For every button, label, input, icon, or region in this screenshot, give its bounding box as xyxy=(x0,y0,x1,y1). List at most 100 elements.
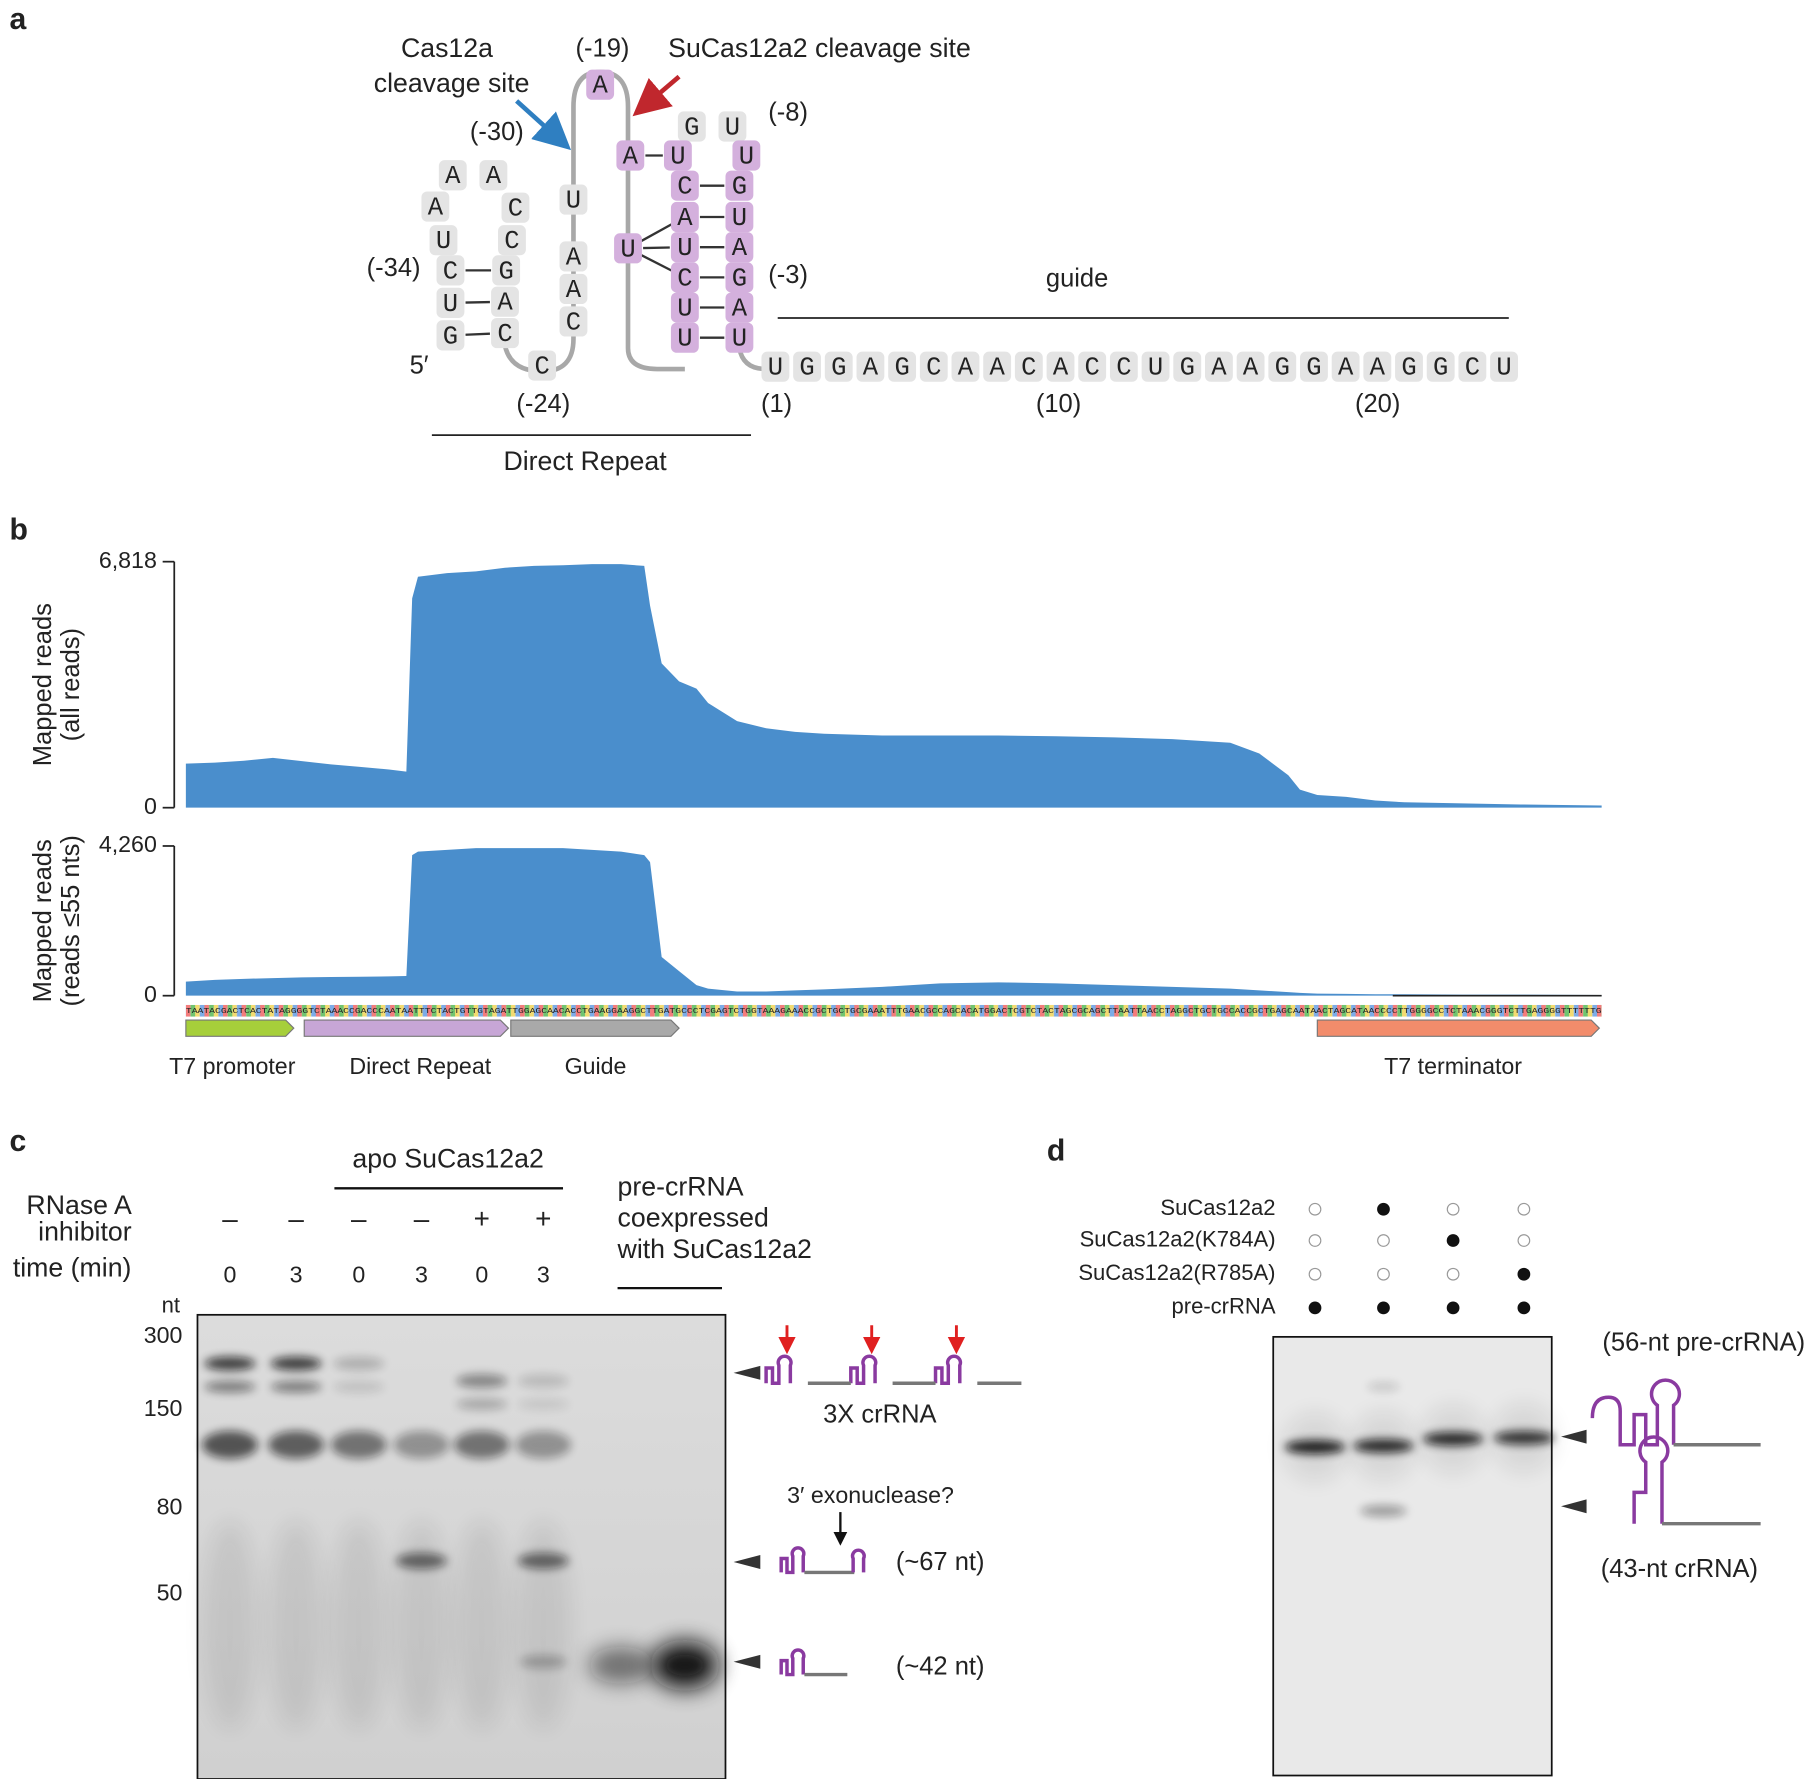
band-label: 3′ exonuclease? xyxy=(787,1482,954,1508)
nucleotide-box xyxy=(614,233,642,264)
nucleotide: C xyxy=(1085,354,1100,383)
inhibitor-sign: + xyxy=(474,1203,490,1234)
nucleotide: A xyxy=(677,204,693,233)
gel-band xyxy=(1420,1404,1486,1474)
nucleotide-box xyxy=(421,191,450,222)
crrna-icon xyxy=(933,1354,963,1386)
condition-label: SuCas12a2(K784A) xyxy=(1080,1226,1276,1251)
band-label: 3X crRNA xyxy=(823,1401,936,1429)
nucleotide-box xyxy=(1426,351,1455,382)
sucas12a2-arrow xyxy=(632,74,681,117)
row-label: time (min) xyxy=(13,1253,132,1283)
coverage-area xyxy=(185,848,1602,996)
nucleotide-box xyxy=(663,140,692,171)
nucleotide: G xyxy=(443,322,458,351)
inhibitor-sign: – xyxy=(414,1203,430,1234)
condition-label: SuCas12a2 xyxy=(1160,1195,1275,1220)
gel-d xyxy=(1272,1335,1553,1777)
gel-band xyxy=(1367,1382,1400,1392)
feature-label: Direct Repeat xyxy=(349,1053,491,1079)
nucleotide-box xyxy=(1490,351,1518,382)
nucleotide: A xyxy=(1338,354,1354,383)
nucleotide-box xyxy=(670,262,699,293)
nucleotide-box xyxy=(725,201,754,233)
nucleotide-box xyxy=(670,201,699,233)
group-label: apo SuCas12a2 xyxy=(352,1144,543,1174)
nucleotide-box xyxy=(856,351,885,382)
nucleotide: G xyxy=(1433,354,1448,383)
nucleotide: G xyxy=(1306,354,1321,383)
nucleotide-box xyxy=(725,170,754,201)
nucleotide: A xyxy=(623,142,639,171)
nucleotide: C xyxy=(534,352,549,381)
cas12a-arrow xyxy=(515,99,572,151)
inhibitor-sign: – xyxy=(288,1203,304,1234)
cas12a-label: Cas12a xyxy=(401,33,493,63)
filled-dot xyxy=(1308,1301,1322,1315)
nucleotide-box xyxy=(1204,351,1233,382)
cas12a-label: cleavage site xyxy=(374,68,530,98)
nucleotide: C xyxy=(677,173,692,202)
nucleotide-box xyxy=(1458,351,1487,382)
nucleotide: U xyxy=(1496,354,1511,383)
nucleotide: G xyxy=(684,113,699,142)
feature-label: Guide xyxy=(565,1053,627,1079)
position-label: (-19) xyxy=(576,35,630,63)
panel-letter: a xyxy=(9,3,26,36)
band-arrowhead xyxy=(733,1654,761,1669)
panel-letter: d xyxy=(1047,1134,1065,1167)
gel-band xyxy=(1360,1505,1407,1517)
nucleotide: A xyxy=(592,72,608,101)
nucleotide: G xyxy=(499,257,514,286)
nucleotide: U xyxy=(677,234,692,263)
nucleotide-box xyxy=(559,241,588,272)
nucleotide-box xyxy=(559,306,588,337)
nucleotide-box xyxy=(1014,351,1043,382)
nucleotide-box xyxy=(670,292,699,323)
nucleotide: G xyxy=(732,173,747,202)
gel-band xyxy=(330,1520,387,1730)
row-label: inhibitor xyxy=(38,1217,132,1247)
nucleotide-box xyxy=(1268,351,1297,382)
nucleotide: A xyxy=(445,162,461,191)
nucleotide-box xyxy=(492,255,521,286)
nucleotide-box xyxy=(438,160,467,191)
y-tick-label: 6,818 xyxy=(99,547,157,573)
nucleotide-box xyxy=(501,192,530,223)
time-label: 0 xyxy=(475,1262,488,1288)
nucleotide-box xyxy=(1363,351,1392,382)
gel-band xyxy=(517,1552,569,1569)
nucleotide-box xyxy=(436,255,465,286)
panel-letter: c xyxy=(9,1125,26,1158)
position-label: (10) xyxy=(1036,390,1081,418)
gel-band xyxy=(1491,1403,1557,1473)
filled-dot xyxy=(1517,1301,1531,1315)
gel-band xyxy=(202,1430,258,1459)
nucleotide-box xyxy=(491,317,519,349)
gel-band xyxy=(395,1552,447,1569)
nucleotide-box xyxy=(429,225,458,256)
nucleotide: C xyxy=(677,264,692,293)
gel-band xyxy=(517,1373,569,1388)
nucleotide: U xyxy=(732,204,747,233)
gel-band xyxy=(330,1430,387,1459)
ladder-label: 300 xyxy=(144,1322,183,1348)
position-label: (-3) xyxy=(768,261,808,289)
gel-band xyxy=(270,1380,322,1393)
time-label: 0 xyxy=(352,1262,365,1288)
coverage-area xyxy=(185,564,1602,808)
gel-band xyxy=(666,1654,704,1676)
nucleotide: C xyxy=(1465,354,1480,383)
nucleotide: G xyxy=(1180,354,1195,383)
nucleotide: U xyxy=(670,142,685,171)
sequence-strip xyxy=(185,1004,1602,1017)
gel-band xyxy=(204,1380,256,1393)
sucas12a2-label: SuCas12a2 cleavage site xyxy=(668,33,971,63)
crrna-icon xyxy=(779,1648,806,1677)
y-axis-title: Mapped reads xyxy=(29,603,57,766)
y-tick-label: 0 xyxy=(144,981,157,1007)
gel-band xyxy=(517,1398,569,1410)
y-axis-title: Mapped reads xyxy=(29,839,57,1002)
nucleotide-box xyxy=(616,140,645,171)
